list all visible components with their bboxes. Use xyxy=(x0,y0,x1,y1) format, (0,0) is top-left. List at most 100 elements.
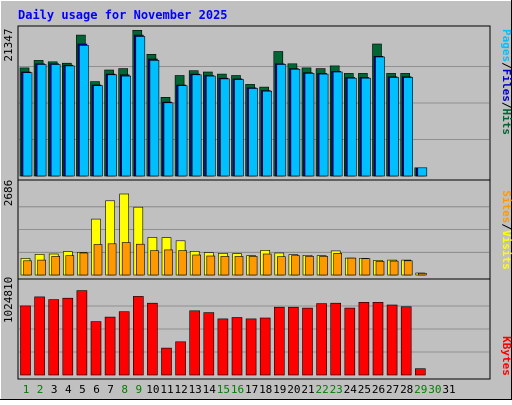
day-label-22: 22 xyxy=(315,383,328,396)
pages-bar-day-12 xyxy=(177,85,188,177)
sites-bar-day-17 xyxy=(248,256,258,276)
sites-bar-day-5 xyxy=(79,252,89,276)
kbytes-bar-day-11 xyxy=(161,347,172,376)
legend-pages: Pages xyxy=(500,29,512,62)
pages-bar-day-5 xyxy=(79,45,89,177)
day-label-4: 4 xyxy=(65,383,72,396)
sites-bar-day-7 xyxy=(107,243,117,276)
pages-bar-day-6 xyxy=(93,85,103,177)
pages-bar-day-10 xyxy=(149,60,160,177)
sites-bar-day-3 xyxy=(51,256,61,276)
day-label-5: 5 xyxy=(79,383,86,396)
sites-bar-day-20 xyxy=(291,255,300,276)
sites-bar-day-13 xyxy=(192,254,201,276)
kbytes-bar-day-15 xyxy=(217,318,229,376)
sites-bar-day-2 xyxy=(37,259,46,276)
kbytes-bar-day-3 xyxy=(48,299,60,376)
visits-ymax-label: 2686 xyxy=(2,180,15,207)
kbytes-bar-day-28 xyxy=(400,306,412,376)
day-label-24: 24 xyxy=(344,383,358,396)
day-label-16: 16 xyxy=(231,383,244,396)
pages-bar-day-15 xyxy=(220,78,230,177)
day-label-10: 10 xyxy=(146,383,159,396)
pages-bar-day-18 xyxy=(262,90,273,177)
pages-bar-day-27 xyxy=(389,77,399,177)
kbytes-bar-day-21 xyxy=(302,307,313,376)
sites-bar-day-15 xyxy=(220,256,230,276)
day-label-28: 28 xyxy=(400,383,413,396)
legend-sites: Sites xyxy=(500,190,512,223)
kbytes-bar-day-16 xyxy=(231,317,243,376)
kbytes-bar-day-1 xyxy=(20,305,31,376)
kbytes-bar-day-26 xyxy=(372,301,384,376)
day-label-7: 7 xyxy=(107,383,114,396)
day-label-25: 25 xyxy=(358,383,371,396)
visits-legend: Sites/Visits xyxy=(500,190,512,270)
day-label-17: 17 xyxy=(245,383,258,396)
pages-bar-day-23 xyxy=(332,71,343,177)
kbytes-legend: KBytes xyxy=(500,336,512,376)
legend-hits: Hits xyxy=(500,109,512,136)
sites-bar-day-19 xyxy=(276,256,286,276)
kbytes-bar-day-24 xyxy=(344,307,356,376)
day-label-19: 19 xyxy=(273,383,286,396)
kbytes-bar-day-18 xyxy=(259,317,271,376)
legend-sep-2: / xyxy=(500,102,512,109)
legend-sep-1: / xyxy=(500,62,512,69)
pages-bar-day-24 xyxy=(346,77,357,177)
sites-bar-day-4 xyxy=(65,255,75,276)
pages-bar-day-22 xyxy=(318,73,329,177)
sites-bar-day-29 xyxy=(417,272,427,276)
day-label-14: 14 xyxy=(203,383,217,396)
pages-bar-day-26 xyxy=(375,56,385,177)
day-label-2: 2 xyxy=(37,383,44,396)
hits-legend: Pages/Files/Hits xyxy=(500,29,512,135)
bars xyxy=(19,29,428,376)
day-label-23: 23 xyxy=(330,383,343,396)
kbytes-bar-day-9 xyxy=(133,296,144,376)
day-label-8: 8 xyxy=(121,383,128,396)
day-label-13: 13 xyxy=(189,383,202,396)
kbytes-bar-day-23 xyxy=(330,302,342,376)
pages-bar-day-14 xyxy=(206,75,216,177)
legend-sep-3: / xyxy=(500,223,512,230)
pages-bar-day-11 xyxy=(163,102,174,177)
sites-bar-day-16 xyxy=(234,256,244,276)
chart-title: Daily usage for November 2025 xyxy=(18,8,228,22)
pages-bar-day-16 xyxy=(234,79,244,177)
pages-bar-day-4 xyxy=(65,65,75,177)
sites-bar-day-22 xyxy=(319,256,328,276)
pages-bar-day-8 xyxy=(121,75,131,177)
day-label-27: 27 xyxy=(386,383,399,396)
day-label-26: 26 xyxy=(372,383,385,396)
kbytes-bar-day-13 xyxy=(189,310,200,376)
sites-bar-day-18 xyxy=(262,253,272,276)
kbytes-ymax-label: 1024810 xyxy=(2,277,15,323)
sites-bar-day-24 xyxy=(347,257,357,276)
day-labels: 1 2 3 4 5 6 7 8 9 10 11 12 13 14 15 16 17 18 19 20 21 22 23 24 2… xyxy=(23,383,456,396)
kbytes-bar-day-25 xyxy=(358,301,370,376)
day-label-30: 30 xyxy=(428,383,441,396)
sites-bar-day-8 xyxy=(121,242,131,276)
day-label-1: 1 xyxy=(23,383,30,396)
kbytes-bar-day-19 xyxy=(273,306,285,376)
legend-files: Files xyxy=(500,69,512,102)
pages-bar-day-1 xyxy=(22,72,33,177)
day-label-3: 3 xyxy=(51,383,58,396)
sites-bar-day-14 xyxy=(206,255,216,276)
sites-bar-day-6 xyxy=(93,244,103,276)
sites-bar-day-10 xyxy=(150,250,159,276)
kbytes-bar-day-6 xyxy=(90,321,102,376)
day-label-6: 6 xyxy=(93,383,100,396)
kbytes-bar-day-5 xyxy=(76,290,88,376)
sites-bar-day-9 xyxy=(136,243,145,276)
pages-bar-day-9 xyxy=(135,36,146,177)
kbytes-bar-day-4 xyxy=(62,297,74,376)
sites-bar-day-28 xyxy=(403,260,413,276)
sites-bar-day-12 xyxy=(178,250,187,276)
day-label-18: 18 xyxy=(259,383,272,396)
kbytes-bar-day-2 xyxy=(34,296,45,376)
day-label-20: 20 xyxy=(287,383,300,396)
sites-bar-day-1 xyxy=(23,260,32,276)
kbytes-panel xyxy=(17,278,491,380)
